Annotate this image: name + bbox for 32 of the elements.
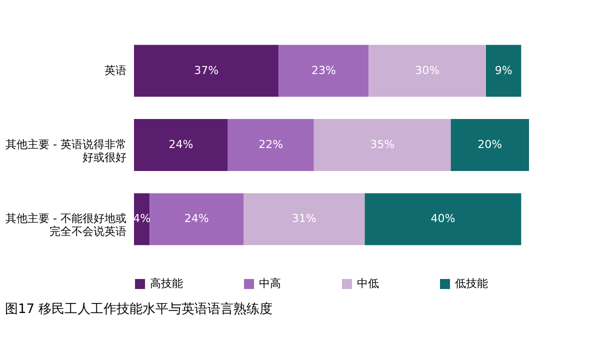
data-label: 20% (478, 138, 502, 151)
data-label: 4% (133, 212, 151, 226)
legend-label: 低技能 (455, 277, 488, 290)
bar (134, 193, 150, 246)
bar (314, 119, 451, 171)
data-label: 23% (311, 64, 336, 77)
legend-label: 高技能 (150, 277, 183, 290)
data-label: 31% (292, 212, 316, 226)
data-label: 30% (415, 64, 440, 77)
y-tick-label: 其他主要 - 不能很好地或完全不会说英语 (6, 212, 126, 238)
bar (278, 44, 369, 97)
bar (450, 119, 529, 171)
data-label: 24% (168, 138, 194, 151)
bar (150, 193, 244, 246)
bar (228, 119, 314, 171)
legend-label: 中高 (259, 277, 281, 290)
bar (244, 193, 365, 246)
bar (134, 119, 228, 171)
text: 图17 移民工人工作技能水平与英语语言熟练度 (5, 301, 273, 317)
bar (134, 44, 279, 97)
y-tick-label: 其他主要 - 英语说得非常好或很好 (6, 138, 126, 164)
data-label: 37% (194, 64, 219, 77)
legend-label: 中低 (357, 277, 379, 290)
bar (364, 193, 522, 246)
bar (486, 44, 522, 97)
data-label: 35% (370, 138, 395, 151)
y-tick-label: 英语 (104, 64, 126, 77)
data-label: 40% (430, 212, 456, 226)
data-label: 24% (184, 212, 209, 226)
bar (368, 44, 486, 97)
data-label: 22% (258, 138, 284, 151)
data-label: 9% (494, 64, 512, 77)
